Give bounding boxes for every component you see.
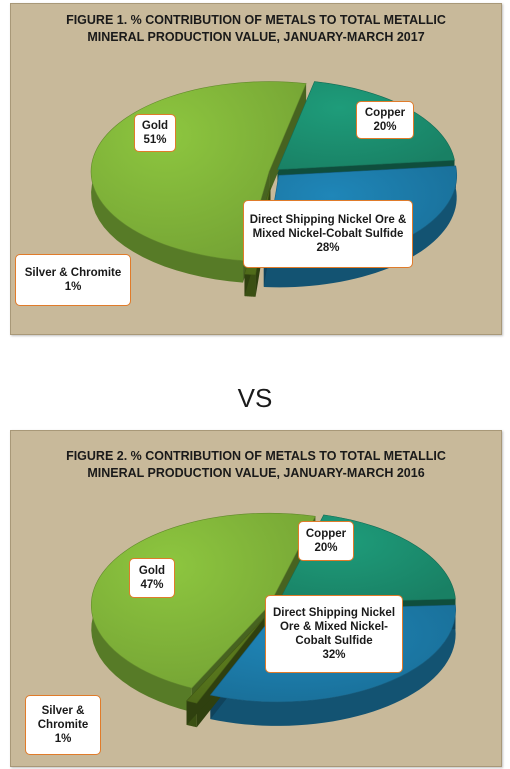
- chart-title-line: FIGURE 2. % CONTRIBUTION OF METALS TO TO…: [66, 449, 446, 463]
- pie-slice-silver-chromite: [186, 617, 265, 704]
- label-name: Copper: [305, 528, 347, 540]
- label-value: 1%: [54, 733, 72, 745]
- chart-title-line: FIGURE 1. % CONTRIBUTION OF METALS TO TO…: [66, 13, 446, 27]
- vs-label: VS: [237, 383, 273, 413]
- pie-slice-edge-gold: [269, 83, 307, 194]
- chart-title: FIGURE 1. % CONTRIBUTION OF METALS TO TO…: [11, 12, 501, 46]
- pie-slice-gold: [90, 512, 316, 689]
- label-name: Gold: [141, 120, 169, 132]
- label-value: 20%: [373, 121, 397, 133]
- label-value: 51%: [143, 134, 167, 146]
- label-name-line: Cobalt Sulfide: [295, 635, 373, 647]
- pie-slice-side-nickel: [210, 605, 456, 726]
- label-value: 1%: [64, 281, 82, 293]
- label-value: 20%: [314, 542, 338, 554]
- slice-label-silver-chromite: Silver & Chromite 1%: [25, 695, 101, 755]
- slice-label-silver-chromite: Silver & Chromite 1%: [15, 254, 131, 306]
- label-name: Copper: [364, 107, 406, 119]
- chart-title-line: MINERAL PRODUCTION VALUE, JANUARY-MARCH …: [87, 30, 425, 44]
- chart-title-line: MINERAL PRODUCTION VALUE, JANUARY-MARCH …: [87, 466, 425, 480]
- label-name-line: Direct Shipping Nickel Ore &: [249, 214, 407, 226]
- label-name-line: Mixed Nickel-Cobalt Sulfide: [252, 228, 404, 240]
- pie-slice-edge-silver-chromite: [186, 618, 265, 725]
- label-value: 32%: [322, 649, 346, 661]
- label-name-line: Silver & Chromite: [24, 267, 122, 279]
- chart-panel-2016: FIGURE 2. % CONTRIBUTION OF METALS TO TO…: [10, 430, 502, 767]
- label-value: 47%: [140, 579, 164, 591]
- slice-label-nickel: Direct Shipping Nickel Ore & Mixed Nicke…: [243, 200, 413, 268]
- slice-label-nickel: Direct Shipping Nickel Ore & Mixed Nicke…: [265, 595, 403, 673]
- label-name-line: Direct Shipping Nickel: [272, 607, 396, 619]
- chart-title: FIGURE 2. % CONTRIBUTION OF METALS TO TO…: [11, 448, 501, 482]
- slice-label-copper: Copper 20%: [356, 101, 414, 139]
- label-value: 28%: [316, 242, 340, 254]
- label-name: Gold: [138, 565, 166, 577]
- slice-label-gold: Gold 47%: [129, 558, 175, 598]
- slice-label-gold: Gold 51%: [134, 114, 176, 152]
- label-name-line: Ore & Mixed Nickel-: [279, 621, 388, 633]
- label-name-line: Chromite: [37, 719, 89, 731]
- chart-panel-2017: FIGURE 1. % CONTRIBUTION OF METALS TO TO…: [10, 3, 502, 335]
- label-name-line: Silver &: [41, 705, 85, 717]
- slice-label-copper: Copper 20%: [298, 521, 354, 561]
